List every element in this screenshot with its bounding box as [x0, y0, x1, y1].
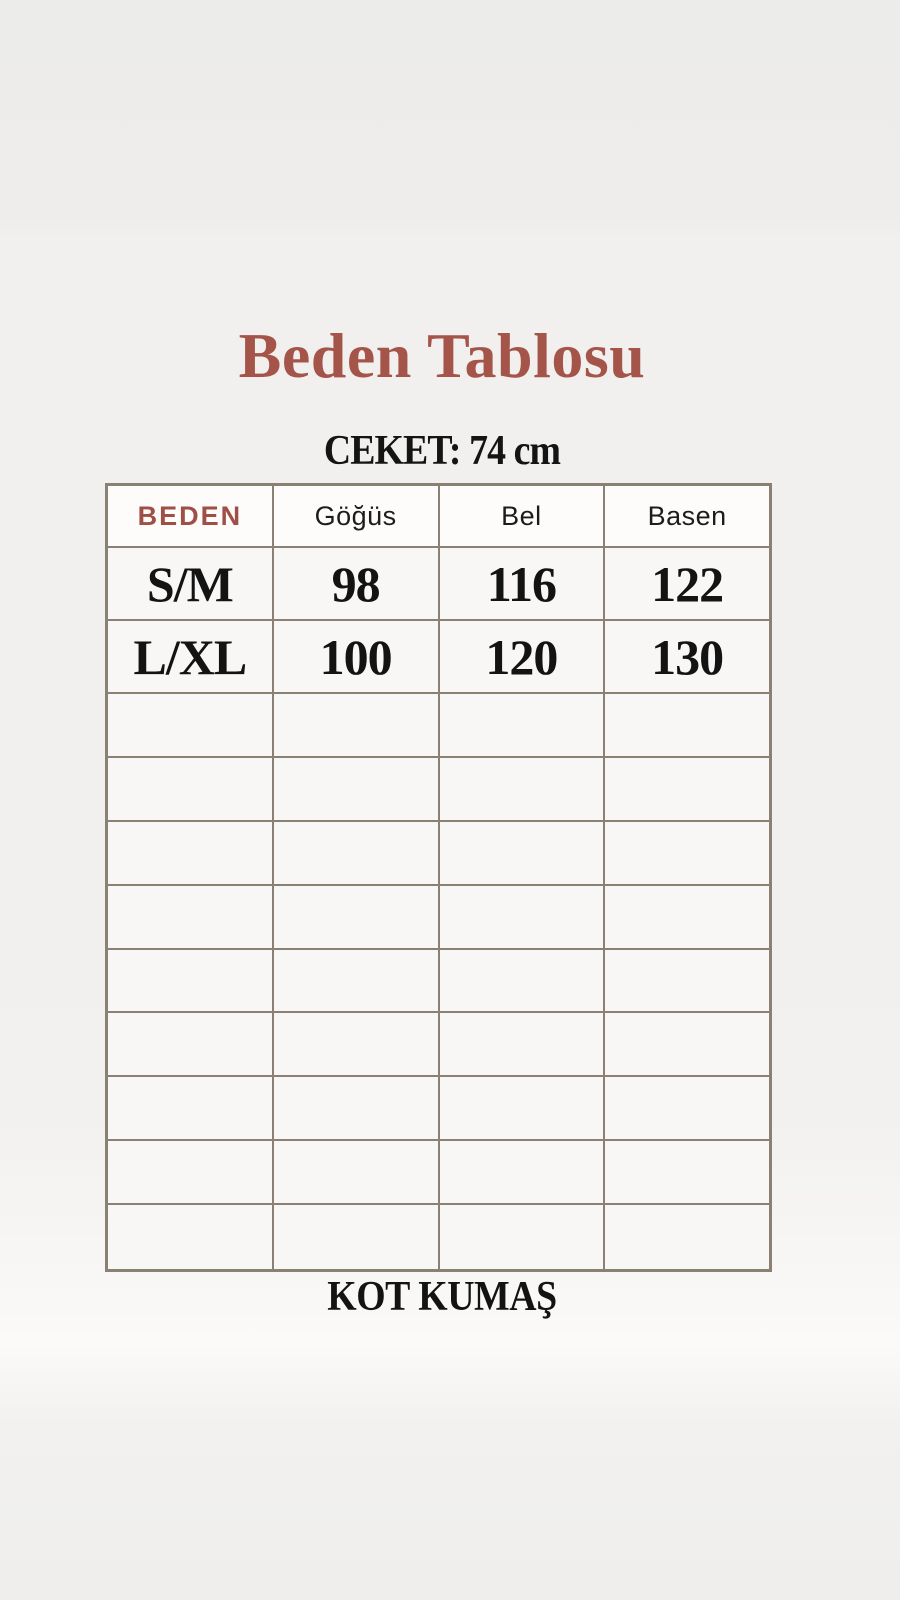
empty-cell	[273, 821, 440, 886]
size-cell: S/M	[108, 548, 274, 621]
empty-row	[108, 949, 769, 1014]
column-header-bel: Bel	[439, 486, 606, 548]
empty-cell	[439, 821, 606, 886]
empty-cell	[439, 757, 606, 822]
empty-cell	[273, 694, 440, 758]
empty-cell	[439, 1077, 606, 1142]
empty-cell	[605, 757, 769, 822]
empty-cell	[273, 949, 440, 1014]
empty-cell	[439, 1205, 606, 1270]
empty-row	[108, 1205, 769, 1270]
empty-row	[108, 885, 769, 950]
empty-cell	[605, 1077, 769, 1142]
table-row: S/M 98 116 122	[108, 548, 769, 621]
empty-row	[108, 1141, 769, 1206]
empty-cell	[605, 949, 769, 1014]
empty-cell	[605, 1141, 769, 1206]
empty-cell	[439, 1013, 606, 1078]
empty-cell	[108, 757, 274, 822]
empty-row	[108, 694, 769, 758]
table-header-row: BEDEN Göğüs Bel Basen	[108, 486, 769, 548]
empty-row	[108, 821, 769, 886]
empty-cell	[273, 1077, 440, 1142]
empty-cell	[273, 1013, 440, 1078]
empty-cell	[605, 1013, 769, 1078]
column-header-gogus: Göğüs	[273, 486, 440, 548]
fabric-note: KOT KUMAŞ	[327, 1274, 557, 1320]
empty-cell	[273, 885, 440, 950]
jacket-length-note: CEKET: 74 cm	[323, 428, 561, 474]
empty-cell	[439, 885, 606, 950]
empty-cell	[439, 694, 606, 758]
empty-cell	[108, 694, 274, 758]
page-title: Beden Tablosu	[238, 320, 646, 391]
empty-cell	[439, 949, 606, 1014]
empty-cell	[605, 1205, 769, 1270]
empty-cell	[605, 694, 769, 758]
empty-cell	[108, 1205, 274, 1270]
hip-cell: 130	[605, 621, 769, 694]
chest-cell: 100	[273, 621, 440, 694]
waist-cell: 120	[439, 621, 606, 694]
table-row: L/XL 100 120 130	[108, 621, 769, 694]
empty-cell	[108, 821, 274, 886]
empty-row	[108, 757, 769, 822]
empty-row	[108, 1013, 769, 1078]
empty-cell	[439, 1141, 606, 1206]
size-table: BEDEN Göğüs Bel Basen S/M 98 116 122 L/X…	[105, 483, 772, 1272]
waist-cell: 116	[439, 548, 606, 621]
column-header-beden: BEDEN	[108, 486, 274, 548]
empty-cell	[273, 757, 440, 822]
size-cell: L/XL	[108, 621, 274, 694]
hip-cell: 122	[605, 548, 769, 621]
empty-cell	[108, 885, 274, 950]
empty-cell	[108, 1013, 274, 1078]
column-header-basen: Basen	[605, 486, 769, 548]
empty-cell	[605, 885, 769, 950]
empty-row	[108, 1077, 769, 1142]
empty-cell	[605, 821, 769, 886]
empty-cell	[108, 1077, 274, 1142]
chest-cell: 98	[273, 548, 440, 621]
empty-cell	[273, 1205, 440, 1270]
empty-cell	[273, 1141, 440, 1206]
empty-cell	[108, 949, 274, 1014]
empty-cell	[108, 1141, 274, 1206]
